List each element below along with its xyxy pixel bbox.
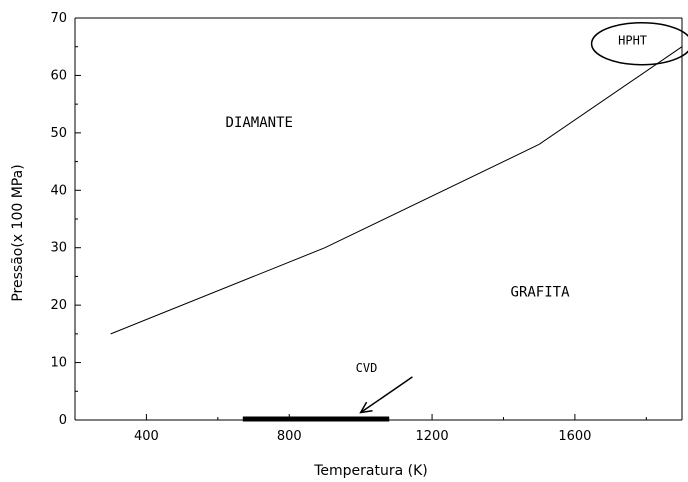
x-tick-label: 800 [277, 429, 302, 444]
y-tick-label: 40 [50, 183, 67, 198]
y-tick-label: 30 [50, 241, 67, 256]
hpht-ellipse [590, 21, 688, 66]
y-tick-label: 50 [50, 126, 67, 141]
x-tick-label: 400 [134, 429, 159, 444]
y-tick-label: 70 [50, 11, 67, 26]
y-tick-label: 20 [50, 298, 67, 313]
plot-area [110, 21, 688, 422]
annotation-cvd: CVD [356, 361, 378, 375]
axes [74, 17, 683, 421]
ticks: 0 10 20 30 40 50 60 70 400 800 1200 1600 [50, 11, 647, 444]
y-tick-label: 60 [50, 68, 67, 83]
annotation-hpht: HPHT [618, 34, 647, 48]
cvd-arrow-shaft [360, 376, 413, 414]
cvd-arrow-head [359, 401, 373, 414]
y-tick-label: 10 [50, 356, 67, 371]
region-label-diamante: DIAMANTE [226, 115, 293, 131]
x-axis-title: Temperatura (K) [313, 463, 428, 479]
x-tick-label: 1600 [558, 429, 591, 444]
region-label-grafita: GRAFITA [511, 285, 571, 301]
phase-boundary-line [110, 46, 683, 335]
y-axis-title: Pressão(x 100 MPa) [10, 164, 26, 301]
y-tick-label: 0 [59, 413, 67, 428]
x-tick-label: 1200 [416, 429, 449, 444]
